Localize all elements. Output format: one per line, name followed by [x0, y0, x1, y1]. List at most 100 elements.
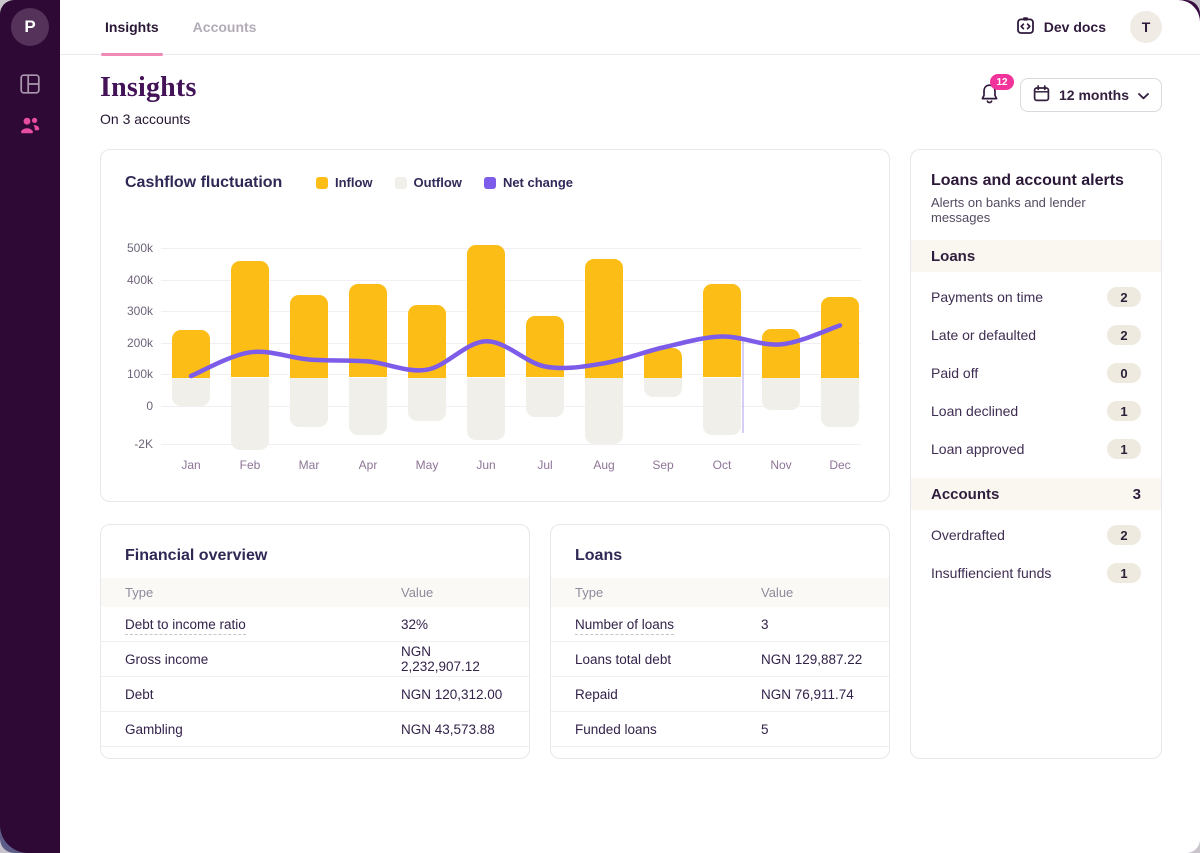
outflow-bar-oct[interactable] — [703, 377, 741, 436]
x-tick-label-nov: Nov — [770, 458, 792, 472]
chart-gridline — [161, 279, 861, 281]
alert-count-badge: 2 — [1107, 287, 1141, 307]
outflow-bar-dec[interactable] — [821, 377, 859, 428]
alert-count-badge: 2 — [1107, 525, 1141, 545]
tab-insights[interactable]: Insights — [101, 0, 163, 56]
outflow-bar-jul[interactable] — [526, 377, 564, 418]
cashflow-chart: 500k 400k 300k 200k 100k 0 -2K Jan Feb Mar Apr May J… — [101, 150, 889, 501]
y-tick-label: 500k — [126, 241, 153, 255]
legend-item-inflow: Inflow — [316, 175, 373, 190]
row-value: NGN 2,232,907.12 — [401, 644, 480, 674]
legend-label: Outflow — [413, 175, 462, 190]
legend-swatch — [394, 176, 407, 189]
alert-item-label: Late or defaulted — [931, 327, 1037, 343]
app-logo[interactable]: P — [11, 8, 49, 46]
financial-overview-title: Financial overview — [125, 547, 268, 564]
row-type-label: Loans total debt — [575, 651, 672, 667]
alert-count-badge: 1 — [1107, 563, 1141, 583]
x-tick-label-dec: Dec — [829, 458, 851, 472]
alert-item: Loan approved 1 — [911, 430, 1161, 468]
row-type: Funded loans — [575, 722, 761, 737]
alert-item: Overdrafted 2 — [911, 516, 1161, 554]
inflow-bar-sep[interactable] — [644, 347, 682, 378]
financial-overview-col-value: Value — [401, 585, 434, 600]
alert-item: Loan declined 1 — [911, 392, 1161, 430]
tab-accounts-label: Accounts — [192, 19, 257, 35]
x-tick-label-apr: Apr — [358, 458, 378, 472]
row-type-label: Debt to income ratio — [125, 616, 246, 635]
inflow-bar-jun[interactable] — [467, 244, 505, 378]
inflow-bar-aug[interactable] — [585, 259, 623, 378]
page-content: Insights On 3 accounts 12 — [60, 55, 1200, 759]
inflow-bar-dec[interactable] — [821, 297, 859, 378]
legend-swatch — [316, 176, 328, 189]
section-header-label: Loans — [931, 247, 976, 265]
inflow-bar-mar[interactable] — [290, 295, 328, 378]
outflow-bar-jun[interactable] — [467, 377, 505, 440]
alert-item-label: Insuffiencient funds — [931, 565, 1052, 581]
section-header-label: Accounts — [931, 485, 1000, 503]
header-controls: 12 12 months — [979, 74, 1162, 112]
outflow-bar-mar[interactable] — [290, 377, 328, 428]
x-tick-label-mar: Mar — [298, 458, 320, 472]
row-value: 3 — [761, 616, 769, 632]
alert-item-label: Payments on time — [931, 289, 1044, 305]
notifications-button[interactable]: 12 — [979, 74, 1015, 111]
inflow-bar-jan[interactable] — [172, 330, 210, 378]
loans-title: Loans — [575, 547, 623, 564]
alert-item-label: Loan approved — [931, 441, 1025, 457]
inflow-bar-may[interactable] — [408, 304, 446, 378]
alert-count-badge: 1 — [1107, 439, 1141, 459]
inflow-bar-nov[interactable] — [762, 328, 800, 378]
notification-badge: 12 — [989, 74, 1015, 90]
avatar[interactable]: T — [1130, 11, 1162, 43]
sidebar: P — [0, 0, 60, 853]
alert-item: Paid off 0 — [911, 354, 1161, 392]
chart-gridline — [161, 444, 861, 445]
outflow-bar-sep[interactable] — [644, 377, 682, 398]
outflow-bar-jan[interactable] — [172, 377, 210, 406]
inflow-bar-jul[interactable] — [526, 315, 564, 378]
outflow-bar-may[interactable] — [408, 377, 446, 421]
table-row: Repaid NGN 76,911.74 — [551, 677, 889, 712]
page-title: Insights — [100, 72, 197, 103]
row-value: NGN 120,312.00 — [401, 686, 503, 702]
row-type-label: Repaid — [575, 686, 618, 702]
logo-letter: P — [24, 17, 36, 36]
chevron-down-icon — [1138, 87, 1149, 103]
row-type: Debt — [125, 687, 401, 702]
alert-item: Late or defaulted 2 — [911, 316, 1161, 354]
outflow-bar-apr[interactable] — [349, 377, 387, 436]
loans-card: Loans Type Value Number of loans 3 Loans tot… — [550, 524, 890, 759]
active-tab-underline — [101, 52, 163, 56]
dev-docs-button[interactable]: Dev docs — [1016, 16, 1106, 38]
legend-label: Net change — [502, 175, 574, 190]
alert-item: Insuffiencient funds 1 — [911, 554, 1161, 592]
main-area: Insights Accounts — [60, 0, 1200, 853]
page-header: Insights On 3 accounts 12 — [100, 72, 1162, 127]
row-value: NGN 43,573.88 — [401, 721, 495, 737]
customers-icon[interactable] — [0, 116, 60, 135]
tab-accounts[interactable]: Accounts — [193, 0, 257, 54]
dashboard-icon[interactable] — [0, 74, 60, 94]
inflow-bar-feb[interactable] — [231, 260, 269, 378]
period-dropdown[interactable]: 12 months — [1019, 78, 1162, 112]
legend-swatch — [483, 176, 496, 189]
outflow-bar-feb[interactable] — [231, 377, 269, 451]
code-doc-icon — [1016, 16, 1035, 38]
cashflow-chart-card: Cashflow fluctuation Inflow Outflow Net ch… — [100, 149, 890, 502]
inflow-bar-oct[interactable] — [703, 284, 741, 378]
row-type: Debt to income ratio — [125, 616, 401, 635]
row-value: 5 — [761, 721, 769, 737]
legend-item-outflow: Outflow — [394, 175, 462, 190]
y-tick-label: 200k — [126, 335, 153, 350]
row-value: NGN 76,911.74 — [761, 686, 854, 702]
inflow-bar-apr[interactable] — [349, 284, 387, 378]
calendar-icon — [1033, 85, 1050, 105]
legend-item-net-change: Net change — [483, 175, 574, 190]
alert-count-badge: 1 — [1107, 401, 1141, 421]
outflow-bar-aug[interactable] — [585, 377, 623, 444]
outflow-bar-nov[interactable] — [762, 377, 800, 410]
row-value: NGN 129,887.22 — [761, 651, 863, 667]
